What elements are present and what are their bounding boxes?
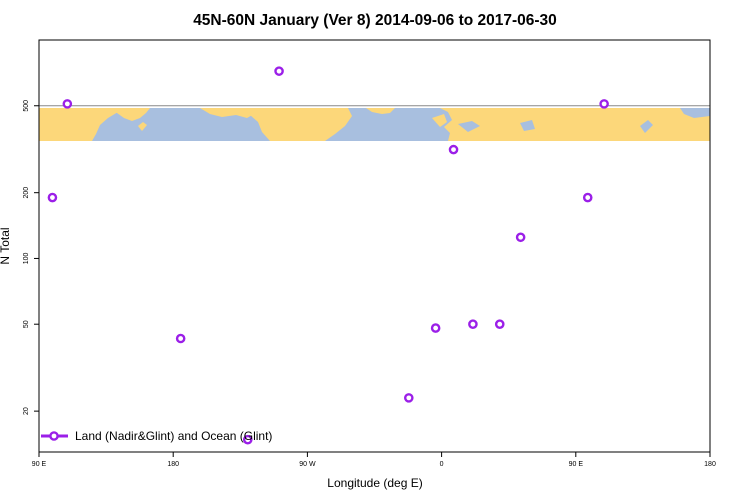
map-land-north-america bbox=[240, 108, 352, 141]
map-okhotsk-sea bbox=[640, 120, 653, 133]
data-point bbox=[430, 323, 441, 333]
legend-marker bbox=[49, 431, 59, 441]
map-land-japan bbox=[138, 122, 147, 131]
data-point bbox=[62, 99, 73, 109]
data-point bbox=[47, 192, 58, 203]
y-axis-ticks: 20 50 100 200 500 bbox=[23, 100, 39, 415]
chart-title: 45N-60N January (Ver 8) 2014-09-06 to 20… bbox=[193, 12, 557, 29]
y-tick-label: 50 bbox=[23, 320, 30, 328]
data-point bbox=[468, 319, 478, 330]
data-point bbox=[175, 333, 186, 344]
x-axis-ticks: 90 E 180 90 W 0 90 E 180 bbox=[32, 452, 716, 468]
y-tick-label: 20 bbox=[23, 407, 30, 415]
world-map-strip bbox=[39, 108, 710, 141]
map-bering-sea bbox=[680, 108, 710, 118]
map-land-britain bbox=[432, 114, 447, 127]
data-point bbox=[274, 66, 284, 76]
y-tick-label: 100 bbox=[23, 253, 30, 265]
legend: Land (Nadir&Glint) and Ocean (Glint) bbox=[41, 429, 272, 443]
plot-frame bbox=[38, 39, 711, 453]
data-point bbox=[403, 393, 414, 403]
x-tick-label: 90 W bbox=[299, 461, 316, 468]
map-land-east-asia bbox=[108, 108, 150, 121]
y-axis-label: N Total bbox=[0, 227, 12, 264]
map-land-alaska bbox=[200, 108, 256, 118]
y-tick-label: 500 bbox=[23, 100, 30, 112]
map-baltic-sea bbox=[458, 121, 480, 132]
y-tick-label: 200 bbox=[23, 187, 30, 199]
data-point bbox=[582, 192, 593, 203]
data-point bbox=[448, 144, 459, 155]
x-tick-label: 90 E bbox=[32, 461, 47, 468]
data-points bbox=[47, 66, 609, 445]
x-tick-label: 180 bbox=[704, 461, 716, 468]
x-axis-label: Longitude (deg E) bbox=[327, 476, 422, 490]
legend-label: Land (Nadir&Glint) and Ocean (Glint) bbox=[75, 429, 272, 443]
map-land-eurasia bbox=[440, 108, 710, 141]
x-tick-label: 90 E bbox=[569, 461, 584, 468]
x-tick-label: 0 bbox=[440, 461, 444, 468]
data-point bbox=[515, 232, 526, 243]
data-point bbox=[599, 99, 609, 109]
map-land-asia-west bbox=[39, 108, 118, 141]
data-point bbox=[494, 319, 505, 330]
x-tick-label: 180 bbox=[167, 461, 179, 468]
map-caspian-sea bbox=[520, 120, 535, 131]
map-land-greenland bbox=[366, 108, 395, 114]
map-hudson-bay bbox=[340, 126, 357, 141]
data-point bbox=[242, 434, 253, 445]
